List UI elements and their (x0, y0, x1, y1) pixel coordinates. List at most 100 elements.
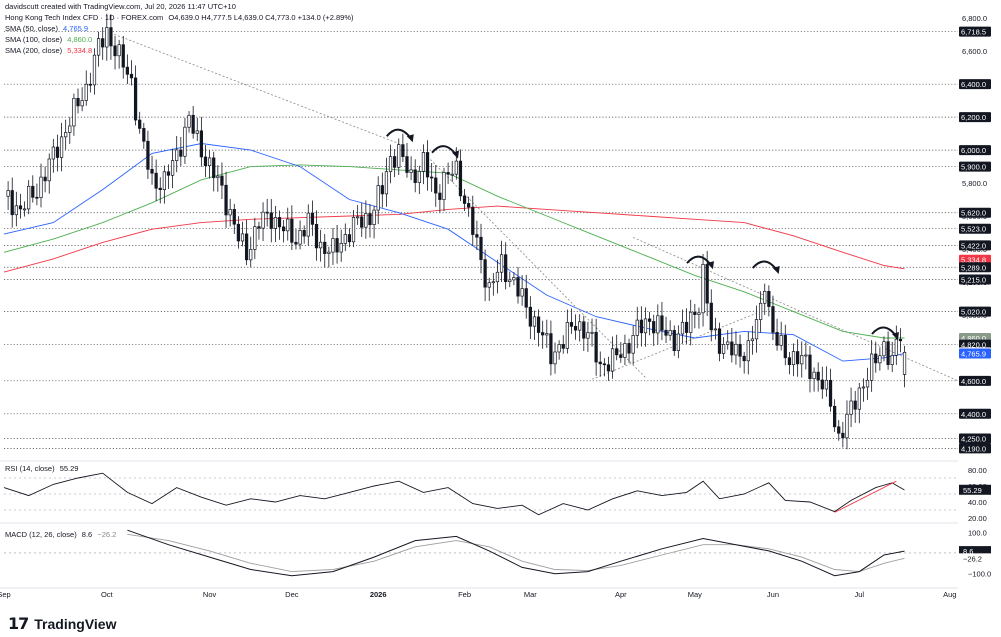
price-tag-bg (959, 433, 991, 444)
candle (397, 138, 401, 176)
price-tag-label: 5,215.0 (961, 275, 986, 284)
candle-body (594, 331, 598, 363)
peak-arrow (871, 326, 897, 337)
candle (347, 228, 352, 248)
candle (520, 275, 524, 306)
candle (129, 60, 134, 86)
candle-body (125, 66, 129, 75)
candle (796, 339, 800, 377)
candle (14, 191, 18, 227)
candle-body (565, 322, 569, 349)
candle-body (92, 54, 97, 86)
candle-body (310, 212, 315, 225)
rsi-legend[interactable]: RSI (14, close) 55.29 (5, 464, 78, 474)
candle-body (668, 330, 672, 336)
price-tick-label: 6,800.0 (962, 14, 987, 23)
price-tag-bg (959, 207, 991, 218)
price-tag: 4,600.0 (959, 375, 991, 386)
sma50-legend[interactable]: SMA (50, close) 4,765.9 (5, 24, 88, 34)
sma200-legend[interactable]: SMA (200, close) 5,334.8 (5, 46, 92, 56)
price-tag-bg (959, 348, 991, 359)
price-tag-bg (959, 240, 991, 251)
candle (623, 334, 627, 366)
candle-body (512, 277, 516, 281)
price-tag-label: 6,400.0 (961, 80, 986, 89)
price-tag: 5,215.0 (959, 274, 991, 285)
price-tag: 4,190.0 (959, 443, 991, 454)
price-tag: 5,020.0 (959, 306, 991, 317)
candle-body (347, 234, 352, 243)
candle (754, 305, 759, 353)
candle-body (857, 387, 861, 410)
candle-body (113, 45, 117, 57)
candle-body (343, 234, 347, 244)
candle-body (746, 340, 750, 362)
candle-body (175, 149, 179, 161)
candle (631, 325, 635, 365)
candle (734, 331, 738, 365)
candle-body (767, 290, 771, 307)
candle-body (528, 306, 532, 327)
candle-body (709, 302, 713, 331)
sma100-line (3, 164, 905, 339)
candle-body (327, 251, 331, 254)
candle-body (874, 353, 878, 364)
candle-body (541, 332, 545, 336)
symbol-legend[interactable]: Hong Kong Tech Index CFD · 1D · FOREX.co… (5, 13, 354, 23)
candle (824, 366, 829, 397)
candle (228, 198, 232, 227)
candle (413, 159, 417, 193)
candle-body (495, 271, 500, 283)
candle-body (610, 348, 615, 372)
candle (306, 204, 310, 246)
rsi-tag-label: 55.29 (963, 486, 982, 495)
macd-line (127, 529, 905, 577)
candle (64, 119, 68, 150)
candle-body (421, 152, 426, 172)
sma50-label: SMA (50, close) (5, 24, 58, 33)
candle (88, 72, 92, 93)
candle (536, 309, 541, 347)
candle-body (253, 226, 257, 250)
candle-body (298, 230, 302, 245)
candle-body (39, 176, 43, 198)
candle (487, 277, 491, 301)
rsi-tick-label: 20.00 (968, 514, 987, 523)
candle (68, 117, 72, 144)
candle-body (323, 241, 327, 254)
candle (393, 148, 397, 178)
candle-body (623, 343, 627, 358)
candle (602, 358, 606, 377)
price-tag-label: 5,422.0 (961, 241, 986, 250)
time-axis-label: Aug (943, 590, 956, 599)
candle-body (376, 185, 380, 211)
candle-body (721, 344, 726, 354)
price-tag-label: 6,200.0 (961, 113, 986, 122)
price-tag: 5,620.0 (959, 207, 991, 218)
time-axis-label: Feb (458, 590, 471, 599)
candle (845, 400, 849, 450)
candle (660, 301, 664, 341)
tradingview-logo[interactable]: 17 TradingView (8, 614, 116, 633)
candle-body (520, 288, 524, 297)
candle-body (68, 125, 72, 133)
candle (384, 157, 389, 207)
candle-body (413, 169, 417, 183)
candle (142, 122, 146, 149)
macd-legend[interactable]: MACD (12, 26, close) 8.6 −26.2 (5, 530, 116, 540)
candle (133, 65, 138, 126)
candle (483, 249, 487, 302)
candle (212, 151, 216, 192)
sma100-legend[interactable]: SMA (100, close) 4,860.0 (5, 35, 92, 45)
peak-arrow-head (451, 150, 459, 159)
candle (430, 163, 434, 192)
candle (541, 320, 545, 349)
price-tag-bg (959, 306, 991, 317)
candle-body (72, 98, 76, 127)
candle (294, 229, 298, 250)
candle-body (43, 176, 47, 182)
peak-arrow (751, 260, 778, 271)
candle (376, 176, 380, 225)
candle (590, 318, 594, 347)
